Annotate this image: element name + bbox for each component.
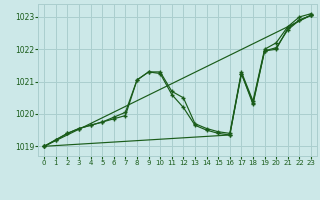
Text: Graphe pression niveau de la mer (hPa): Graphe pression niveau de la mer (hPa) xyxy=(58,184,262,193)
